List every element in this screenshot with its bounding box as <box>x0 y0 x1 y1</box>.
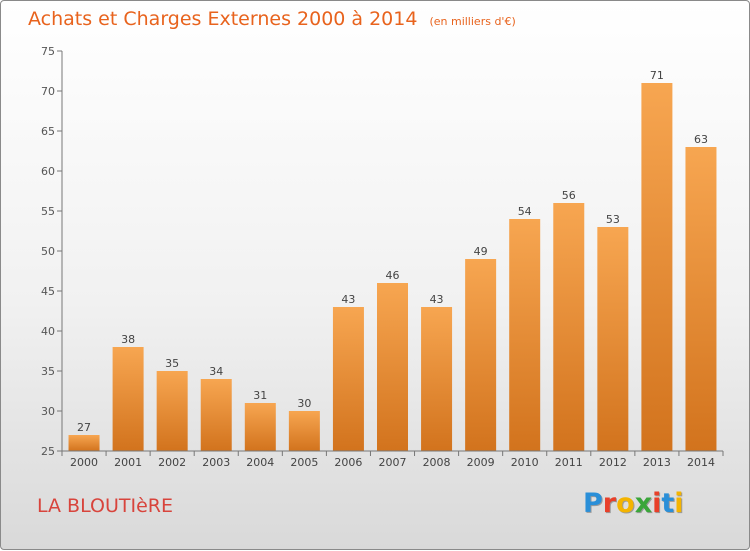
x-tick-label: 2014 <box>687 456 715 469</box>
data-label: 34 <box>209 365 223 378</box>
logo-letter: i <box>652 488 662 519</box>
data-label: 63 <box>694 133 708 146</box>
bar <box>685 147 717 451</box>
logo-letter: r <box>602 488 617 519</box>
bar <box>332 307 364 451</box>
bar <box>288 411 320 451</box>
y-tick-label: 40 <box>41 325 55 338</box>
x-tick-label: 2003 <box>202 456 230 469</box>
logo-letter: i <box>674 488 684 519</box>
x-tick-label: 2007 <box>379 456 407 469</box>
chart-title: Achats et Charges Externes 2000 à 2014 <box>28 8 418 30</box>
y-tick-label: 25 <box>41 445 55 458</box>
y-tick-label: 50 <box>41 245 55 258</box>
y-tick-label: 70 <box>41 85 55 98</box>
data-label: 49 <box>474 245 488 258</box>
chart-title-block: Achats et Charges Externes 2000 à 2014 (e… <box>28 8 516 30</box>
logo-letter: t <box>661 488 675 519</box>
y-tick-label: 55 <box>41 205 55 218</box>
bar <box>597 227 629 451</box>
data-labels: 27 38 35 34 31 30 43 46 43 49 54 56 53 71 63 <box>77 69 708 434</box>
x-tick-label: 2013 <box>643 456 671 469</box>
chart-unit-note: (en milliers d'€) <box>429 15 516 28</box>
bar <box>553 203 585 451</box>
bar <box>112 347 144 451</box>
x-tick-label: 2009 <box>467 456 495 469</box>
bar <box>509 219 541 451</box>
x-tick-label: 2010 <box>511 456 539 469</box>
data-label: 46 <box>386 269 400 282</box>
logo-letter: o <box>616 488 635 519</box>
data-label: 71 <box>650 69 664 82</box>
y-tick-label: 75 <box>41 45 55 58</box>
x-tick-label: 2006 <box>334 456 362 469</box>
proxiti-logo: Proxiti <box>583 488 684 519</box>
data-label: 35 <box>165 357 179 370</box>
logo-letter: x <box>634 488 653 519</box>
x-tick-label: 2004 <box>246 456 274 469</box>
bar <box>156 371 188 451</box>
x-tick-label: 2012 <box>599 456 627 469</box>
data-label: 43 <box>430 293 444 306</box>
y-tick-label: 30 <box>41 405 55 418</box>
x-tick-label: 2005 <box>290 456 318 469</box>
data-label: 54 <box>518 205 532 218</box>
bar <box>68 435 100 451</box>
y-axis: 25 30 35 40 45 50 55 60 65 70 75 <box>41 45 63 458</box>
x-tick-label: 2001 <box>114 456 142 469</box>
bar <box>641 83 673 451</box>
y-tick-label: 65 <box>41 125 55 138</box>
y-tick-label: 35 <box>41 365 55 378</box>
data-label: 30 <box>297 397 311 410</box>
y-tick-label: 45 <box>41 285 55 298</box>
bar <box>377 283 408 451</box>
data-label: 56 <box>562 189 576 202</box>
bars <box>68 83 717 451</box>
x-tick-label: 2008 <box>423 456 451 469</box>
data-label: 53 <box>606 213 620 226</box>
x-tick-label: 2011 <box>555 456 583 469</box>
x-axis: 2000 2001 2002 2003 2004 2005 2006 2007 2008 2009… <box>61 450 724 469</box>
bar <box>244 403 276 451</box>
data-label: 43 <box>341 293 355 306</box>
bar <box>200 379 232 451</box>
commune-name: LA BLOUTIèRE <box>37 495 173 517</box>
x-tick-label: 2000 <box>70 456 98 469</box>
bar <box>465 259 497 451</box>
x-tick-label: 2002 <box>158 456 186 469</box>
y-tick-label: 60 <box>41 165 55 178</box>
data-label: 38 <box>121 333 135 346</box>
data-label: 31 <box>253 389 267 402</box>
bar <box>421 307 453 451</box>
logo-letter: P <box>583 488 603 519</box>
data-label: 27 <box>77 421 91 434</box>
